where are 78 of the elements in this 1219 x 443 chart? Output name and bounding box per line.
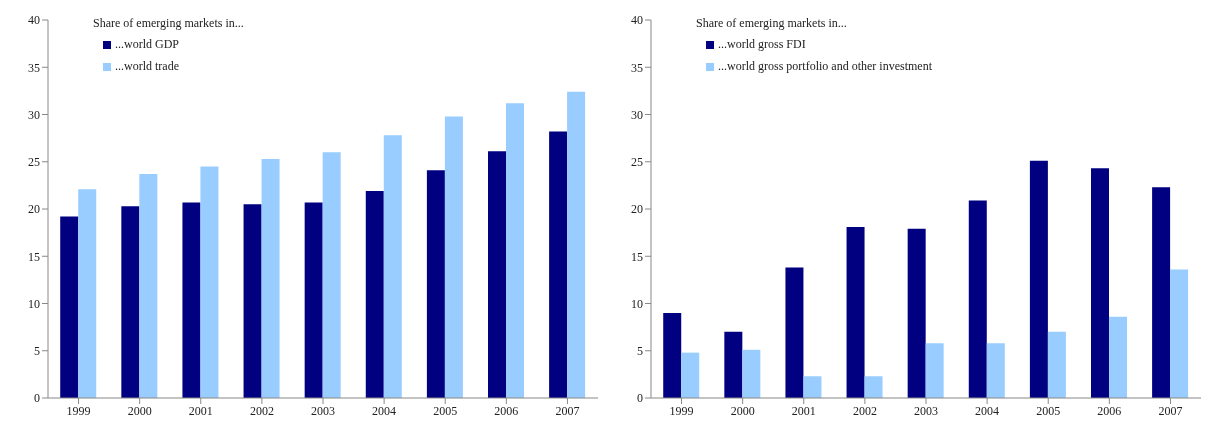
x-tick-label: 2007 [555, 403, 580, 418]
y-tick-label: 5 [637, 344, 643, 359]
bar [139, 174, 158, 398]
x-tick-label: 1999 [66, 403, 91, 418]
bar [243, 204, 262, 398]
bar [968, 200, 987, 398]
y-tick-label: 15 [28, 249, 40, 264]
legend-label: ...world gross portfolio and other investment [718, 59, 932, 74]
bar [365, 191, 384, 398]
bar [803, 376, 822, 398]
x-tick-label: 2007 [1158, 403, 1183, 418]
legend-title: Share of emerging markets in... [696, 16, 848, 31]
bar [742, 349, 761, 398]
y-tick-label: 0 [637, 391, 643, 406]
y-tick-label: 35 [28, 60, 40, 75]
legend-label: ...world GDP [115, 37, 180, 52]
bar [1047, 331, 1066, 398]
bar [663, 312, 682, 398]
bar [1029, 160, 1048, 398]
bar [121, 206, 140, 398]
bar [986, 343, 1005, 398]
x-tick-label: 2000 [730, 403, 755, 418]
bar [925, 343, 944, 398]
bar [322, 152, 341, 398]
x-tick-label: 2005 [433, 403, 458, 418]
x-tick-label: 1999 [669, 403, 694, 418]
y-tick-label: 30 [631, 107, 643, 122]
legend-title: Share of emerging markets in... [93, 16, 244, 31]
y-tick-label: 30 [28, 107, 40, 122]
bar [383, 135, 402, 398]
x-tick-label: 2000 [127, 403, 152, 418]
x-tick-label: 2002 [852, 403, 877, 418]
bar [567, 91, 586, 398]
bar [444, 116, 463, 398]
y-tick-label: 10 [631, 296, 643, 311]
bar [261, 158, 280, 398]
y-tick-label: 20 [631, 202, 643, 217]
x-tick-label: 2003 [914, 403, 938, 418]
bar [200, 166, 219, 398]
bar [182, 202, 201, 398]
x-tick-label: 2006 [1097, 403, 1122, 418]
x-tick-label: 2002 [249, 403, 274, 418]
x-tick-label: 2003 [311, 403, 335, 418]
bar [78, 189, 97, 398]
y-tick-label: 25 [28, 155, 40, 170]
bar [724, 331, 743, 398]
y-tick-label: 0 [34, 391, 40, 406]
y-tick-label: 40 [631, 13, 643, 28]
x-tick-label: 2001 [188, 403, 213, 418]
y-tick-label: 20 [28, 202, 40, 217]
bar [1091, 168, 1109, 398]
y-tick-label: 5 [34, 344, 40, 359]
bar [785, 267, 804, 398]
legend-label: ...world trade [115, 59, 179, 74]
y-tick-label: 10 [28, 296, 40, 311]
x-tick-label: 2006 [494, 403, 519, 418]
bar [60, 216, 79, 398]
bar [426, 170, 445, 398]
bar [304, 202, 323, 398]
x-tick-label: 2001 [791, 403, 816, 418]
x-tick-label: 2004 [372, 403, 397, 418]
bar [1152, 187, 1171, 398]
bar [1170, 269, 1189, 398]
bar [907, 228, 926, 398]
bar [506, 103, 524, 398]
y-tick-label: 15 [631, 249, 643, 264]
legend-label: ...world gross FDI [718, 37, 806, 52]
y-tick-label: 25 [631, 155, 643, 170]
x-tick-label: 2005 [1036, 403, 1061, 418]
y-tick-label: 35 [631, 60, 643, 75]
bar [846, 226, 865, 398]
y-tick-label: 40 [28, 13, 40, 28]
x-tick-label: 2004 [975, 403, 1000, 418]
bar [488, 151, 506, 398]
bar [681, 352, 700, 398]
bar [1109, 316, 1127, 398]
bar [549, 131, 568, 398]
bar [864, 376, 883, 398]
